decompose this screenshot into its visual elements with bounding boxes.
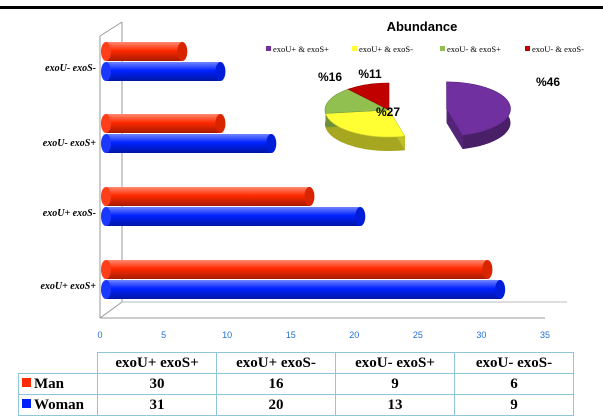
bar-end-cap bbox=[177, 42, 188, 61]
pie-slice bbox=[324, 88, 391, 114]
series-label: Man bbox=[34, 375, 64, 392]
x-tick-label: 30 bbox=[476, 330, 486, 340]
table-column-header: exoU+ exoS+ bbox=[97, 352, 217, 374]
x-tick-label: 0 bbox=[97, 330, 102, 340]
bar-end-cap bbox=[495, 280, 506, 299]
x-tick-label: 5 bbox=[161, 330, 166, 340]
table-column-header: exoU- exoS- bbox=[454, 352, 574, 374]
category-label: exoU- exoS+ bbox=[42, 138, 96, 149]
x-tick-label: 15 bbox=[286, 330, 296, 340]
bar-woman bbox=[106, 62, 221, 81]
table-cell: 13 bbox=[335, 394, 455, 416]
bar-woman bbox=[106, 207, 361, 226]
series-cell-man: Man bbox=[18, 373, 98, 395]
bar-start-cap bbox=[101, 207, 111, 226]
bar-woman bbox=[106, 280, 501, 299]
legend-label: exoU- & exoS+ bbox=[447, 44, 501, 54]
bar-end-cap bbox=[355, 207, 366, 226]
bar-end-cap bbox=[215, 114, 226, 133]
table-cell: 9 bbox=[335, 373, 455, 395]
category-label: exoU- exoS- bbox=[45, 63, 96, 74]
plot-wall-edge bbox=[99, 21, 123, 37]
x-tick-label: 20 bbox=[349, 330, 359, 340]
bar-end-cap bbox=[482, 260, 493, 279]
bar-start-cap bbox=[101, 114, 111, 133]
pie-slice bbox=[347, 82, 390, 111]
legend-label: exoU- & exoS- bbox=[532, 44, 584, 54]
man-swatch bbox=[22, 377, 31, 387]
legend-swatch bbox=[440, 46, 445, 51]
table-cell: 6 bbox=[454, 373, 574, 395]
table-cell: 31 bbox=[97, 394, 217, 416]
pie-slice-wall bbox=[446, 108, 463, 150]
series-cell-woman: Woman bbox=[18, 394, 98, 416]
woman-swatch bbox=[22, 398, 31, 408]
table-row: Woman 31 20 13 9 bbox=[18, 394, 574, 416]
legend-swatch bbox=[352, 46, 357, 51]
x-tick-label: 25 bbox=[413, 330, 423, 340]
bar-end-cap bbox=[304, 187, 315, 206]
bar-man bbox=[106, 260, 488, 279]
legend-label: exoU+ & exoS- bbox=[359, 44, 413, 54]
pie-value-label: %11 bbox=[358, 67, 382, 81]
data-table: exoU+ exoS+ exoU+ exoS- exoU- exoS+ exoU… bbox=[18, 352, 574, 416]
category-label: exoU+ exoS+ bbox=[40, 281, 96, 292]
table-cell: 20 bbox=[216, 394, 336, 416]
top-rule bbox=[0, 6, 603, 9]
pie-slice-side bbox=[325, 113, 405, 151]
bar-start-cap bbox=[101, 42, 111, 61]
legend-swatch bbox=[266, 46, 271, 51]
bar-woman bbox=[106, 134, 272, 153]
table-column-header: exoU+ exoS- bbox=[216, 352, 336, 374]
legend-label: exoU+ & exoS+ bbox=[273, 44, 329, 54]
series-label: Woman bbox=[34, 396, 85, 413]
table-row: Man 30 16 9 6 bbox=[18, 373, 574, 395]
table-cell: 9 bbox=[454, 394, 574, 416]
bar-man bbox=[106, 114, 221, 133]
pie-title: Abundance bbox=[387, 19, 458, 34]
bar-end-cap bbox=[215, 62, 226, 81]
bar-start-cap bbox=[101, 260, 111, 279]
table-corner bbox=[18, 352, 98, 374]
bar-end-cap bbox=[266, 134, 277, 153]
bar-start-cap bbox=[101, 187, 111, 206]
bar-start-cap bbox=[101, 62, 111, 81]
legend-swatch bbox=[525, 46, 530, 51]
bar-man bbox=[106, 42, 183, 61]
x-tick-label: 35 bbox=[540, 330, 550, 340]
bar-start-cap bbox=[101, 134, 111, 153]
category-label: exoU+ exoS- bbox=[42, 208, 96, 219]
table-cell: 16 bbox=[216, 373, 336, 395]
pie-value-label: %27 bbox=[376, 105, 400, 119]
bar-start-cap bbox=[101, 280, 111, 299]
pie-value-label: %16 bbox=[318, 70, 342, 84]
table-column-header: exoU- exoS+ bbox=[335, 352, 455, 374]
table-cell: 30 bbox=[97, 373, 217, 395]
table-header-row: exoU+ exoS+ exoU+ exoS- exoU- exoS+ exoU… bbox=[18, 352, 574, 374]
x-tick-label: 10 bbox=[222, 330, 232, 340]
pie-slice bbox=[325, 109, 406, 138]
pie-value-label: %46 bbox=[536, 75, 560, 89]
pie-slice bbox=[446, 81, 511, 136]
bar-man bbox=[106, 187, 310, 206]
